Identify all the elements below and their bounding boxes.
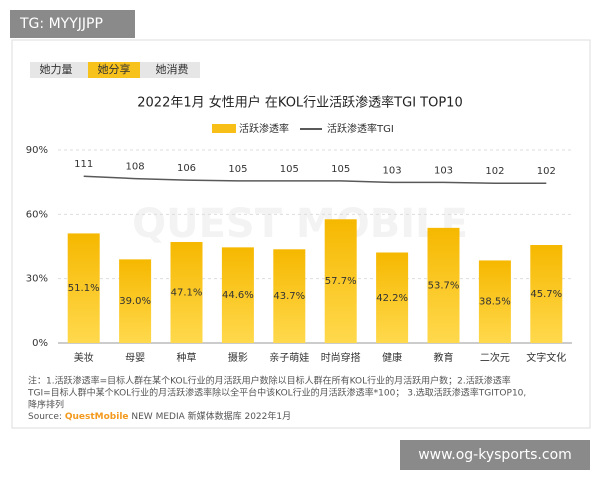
note: 降序排列 <box>28 399 64 411</box>
source-brand: QuestMobile <box>65 412 129 422</box>
x-tick-label: 亲子萌娃 <box>269 351 309 364</box>
tab[interactable]: 她消费 <box>156 62 189 76</box>
bar <box>170 241 203 343</box>
source: Source: QuestMobile NEW MEDIA 新媒体数据库 202… <box>28 410 291 422</box>
data-label: 103 <box>434 165 453 176</box>
bar <box>221 247 254 343</box>
data-label: 57.7% <box>325 276 357 287</box>
bar <box>530 244 563 343</box>
bar <box>427 227 460 343</box>
x-tick-label: 时尚穿搭 <box>321 351 361 364</box>
data-label: 105 <box>228 164 247 175</box>
tag-box <box>10 10 135 38</box>
y-tick-label: 90% <box>26 145 48 156</box>
chart-title: 2022年1月 女性用户 在KOL行业活跃渗透率TGI TOP10 <box>137 95 462 111</box>
data-label: 51.1% <box>68 283 100 294</box>
data-label: 39.0% <box>119 296 151 307</box>
data-label: 105 <box>280 164 299 175</box>
card <box>11 39 591 429</box>
data-label: 108 <box>126 162 145 173</box>
source-text: NEW MEDIA 新媒体数据库 2022年1月 <box>131 410 291 422</box>
x-tick-label: 母婴 <box>125 352 145 364</box>
tab[interactable]: 她力量 <box>40 62 73 76</box>
watermark: QUEST MOBILE <box>132 201 468 247</box>
footer-box <box>400 440 590 470</box>
x-tick-label: 教育 <box>434 351 454 364</box>
legend-swatch <box>212 124 236 133</box>
note: TGI=目标人群中某个KOL行业的月活跃渗透率除以全平台中该KOL行业的月活跃渗… <box>27 387 526 399</box>
data-label: 106 <box>177 163 196 174</box>
x-tick-label: 文字文化 <box>526 351 566 364</box>
source-label: Source: <box>28 412 62 422</box>
data-label: 47.1% <box>171 287 203 298</box>
legend-label: 活跃渗透率TGI <box>327 122 394 135</box>
tab-active <box>88 62 140 78</box>
x-tick-label: 健康 <box>382 351 402 364</box>
bar <box>478 260 511 343</box>
note: 注：1.活跃渗透率=目标人群在某个KOL行业的月活跃用户数除以目标人群在所有KO… <box>28 375 511 387</box>
bar <box>273 249 306 343</box>
y-tick-label: 0% <box>32 338 48 349</box>
tag: TG: MYYJJPP <box>19 16 103 32</box>
data-label: 42.2% <box>376 293 408 304</box>
y-tick-label: 60% <box>26 209 48 220</box>
tgi-line <box>83 175 547 184</box>
bar <box>376 252 409 343</box>
bar <box>324 219 357 343</box>
data-label: 102 <box>485 166 504 177</box>
data-label: 45.7% <box>530 289 562 300</box>
tab[interactable]: 她分享 <box>98 62 131 76</box>
legend-label: 活跃渗透率 <box>239 122 289 135</box>
x-tick-label: 种草 <box>177 351 197 364</box>
bar <box>119 259 152 343</box>
data-label: 103 <box>383 165 402 176</box>
bar <box>67 233 100 343</box>
data-label: 105 <box>331 164 350 175</box>
data-label: 38.5% <box>479 297 511 308</box>
data-label: 43.7% <box>273 291 305 302</box>
y-tick-label: 30% <box>26 274 48 285</box>
data-label: 44.6% <box>222 290 254 301</box>
x-tick-label: 美妆 <box>74 351 94 364</box>
data-label: 53.7% <box>428 280 460 291</box>
footer: www.og-kysports.com <box>418 447 572 463</box>
x-tick-label: 二次元 <box>480 351 510 364</box>
data-label: 102 <box>537 166 556 177</box>
data-label: 111 <box>74 159 93 170</box>
x-tick-label: 摄影 <box>228 351 248 364</box>
